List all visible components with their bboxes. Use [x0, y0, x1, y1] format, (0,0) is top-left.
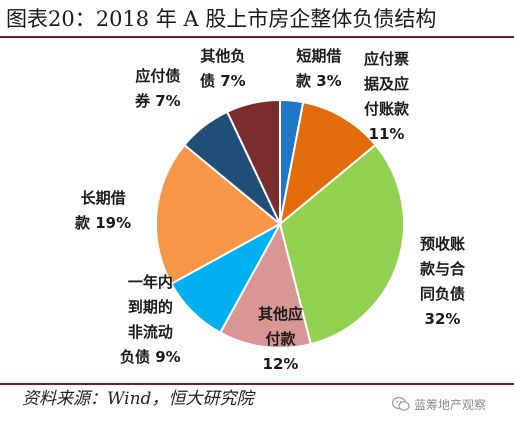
slice-label: 一年内 到期的 非流动 负债 9%: [120, 273, 181, 366]
slice-label: 应付债 券 7%: [135, 67, 181, 110]
slice-label: 长期借 款 19%: [75, 189, 132, 232]
wechat-icon: [392, 396, 410, 411]
title-divider: [0, 36, 514, 38]
slice-label: 预收账 款与合 同负债 32%: [420, 235, 466, 328]
watermark-text: 蓝筹地产观察: [414, 397, 487, 412]
watermark: 蓝筹地产观察: [392, 394, 486, 414]
pie-slice: [225, 98, 281, 225]
source-divider: [0, 383, 514, 385]
chart-title: 图表20：2018 年 A 股上市房企整体负债结构: [6, 7, 437, 31]
pie-slice: [278, 101, 377, 227]
slice-label: 其他应 付款 12%: [258, 305, 304, 373]
source-note: 资料来源：Wind，恒大研究院: [22, 389, 254, 409]
pie-slice: [155, 143, 282, 286]
pie-slice: [218, 221, 313, 349]
slice-label: 应付票 据及应 付账款 11%: [364, 50, 410, 143]
slice-label: 短期借 款 3%: [296, 47, 342, 90]
slice-label: 其他负 债 7%: [200, 47, 246, 90]
pie-chart: [155, 98, 405, 349]
pie-slice: [278, 143, 405, 346]
